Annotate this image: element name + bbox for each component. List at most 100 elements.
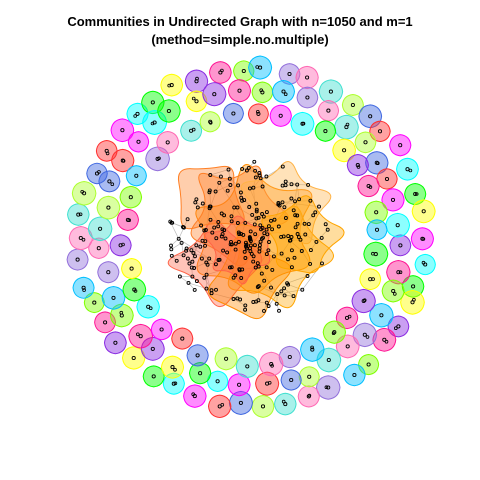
graph-vertex	[193, 254, 197, 259]
graph-vertex	[151, 374, 156, 379]
graph-vertex	[210, 230, 215, 235]
graph-vertex	[199, 223, 204, 228]
central-community	[190, 165, 289, 267]
peripheral-community	[157, 99, 181, 123]
graph-edge	[210, 169, 229, 176]
graph-vertex	[103, 320, 108, 325]
graph-vertex	[214, 236, 219, 241]
graph-vertex	[131, 355, 136, 361]
graph-vertex	[279, 234, 284, 239]
graph-vertex	[228, 183, 233, 187]
graph-edge	[286, 275, 308, 284]
graph-vertex	[295, 213, 300, 218]
graph-vertex	[233, 273, 238, 278]
graph-vertex	[345, 344, 350, 349]
graph-vertex	[200, 201, 205, 206]
peripheral-community	[209, 61, 232, 84]
graph-vertex	[237, 232, 242, 237]
graph-vertex	[125, 217, 130, 222]
graph-vertex	[384, 339, 389, 344]
peripheral-community	[414, 253, 436, 276]
graph-vertex	[229, 265, 234, 270]
graph-vertex	[281, 89, 286, 94]
peripheral-community	[103, 331, 127, 355]
graph-vertex	[212, 92, 217, 97]
graph-vertex	[398, 270, 403, 275]
graph-vertex	[177, 274, 182, 279]
graph-vertices	[75, 65, 428, 409]
graph-vertex	[324, 385, 329, 390]
peripheral-community	[87, 216, 113, 242]
graph-vertex	[105, 151, 110, 156]
graph-vertex	[285, 281, 290, 286]
graph-vertex	[207, 204, 212, 209]
peripheral-community	[140, 336, 165, 361]
graph-vertex	[169, 220, 174, 225]
graph-vertex	[240, 198, 245, 203]
graph-vertex	[289, 235, 294, 239]
graph-vertex	[220, 232, 225, 237]
graph-vertex	[320, 261, 324, 266]
graph-vertex	[255, 285, 260, 289]
graph-edge	[296, 184, 300, 200]
graph-vertex	[214, 287, 218, 292]
graph-vertex	[157, 156, 161, 161]
graph-vertex	[260, 184, 265, 189]
graph-vertex	[257, 171, 262, 175]
graph-edge	[294, 201, 305, 224]
graph-vertex	[310, 347, 315, 352]
graph-vertex	[295, 221, 300, 226]
graph-edge	[209, 121, 211, 123]
graph-vertex	[173, 367, 177, 372]
graph-vertex	[408, 168, 413, 173]
peripheral-community	[278, 345, 301, 369]
graph-vertex	[220, 68, 224, 73]
peripheral-community	[222, 102, 244, 125]
graph-vertex	[264, 210, 269, 215]
graph-vertex	[328, 89, 333, 94]
graph-vertex	[243, 256, 248, 260]
peripheral-community	[125, 165, 147, 187]
graph-vertex	[243, 303, 248, 308]
graph-vertex	[282, 286, 287, 291]
peripheral-community	[354, 131, 377, 154]
graph-vertex	[305, 95, 310, 100]
graph-vertex	[317, 204, 321, 209]
graph-vertex	[229, 214, 234, 219]
graph-vertex	[107, 179, 112, 184]
graph-vertex	[298, 237, 303, 242]
graph-vertex	[218, 174, 223, 179]
graph-vertex	[253, 175, 258, 180]
graph-vertex	[252, 243, 257, 248]
graph-vertex	[119, 310, 124, 315]
graph-vertex	[204, 272, 209, 277]
graph-vertex	[221, 248, 226, 253]
graph-vertex	[262, 278, 267, 283]
graph-vertex	[350, 102, 355, 108]
graph-vertex	[405, 167, 410, 172]
graph-vertex	[207, 206, 212, 211]
peripheral-community	[258, 351, 284, 377]
graph-edge	[233, 298, 246, 306]
graph-edge	[219, 182, 246, 224]
graph-vertex	[236, 239, 241, 244]
graph-vertex	[314, 239, 319, 244]
graph-vertex	[129, 266, 134, 271]
graph-vertex	[326, 357, 331, 363]
peripheral-community	[227, 373, 251, 397]
graph-vertex	[269, 218, 273, 223]
graph-edge	[253, 301, 267, 304]
graph-edge	[242, 267, 256, 270]
graph-vertex	[345, 122, 350, 127]
central-community	[177, 165, 245, 230]
peripheral-community	[66, 248, 89, 271]
graph-edge	[287, 235, 291, 241]
graph-vertex	[326, 108, 331, 113]
graph-edge	[231, 221, 240, 233]
graph-vertex	[342, 148, 347, 153]
graph-vertex	[260, 404, 266, 409]
graph-vertex	[78, 212, 83, 217]
graph-vertex	[81, 237, 86, 242]
graph-vertex	[235, 221, 240, 225]
graph-vertex	[127, 218, 131, 223]
